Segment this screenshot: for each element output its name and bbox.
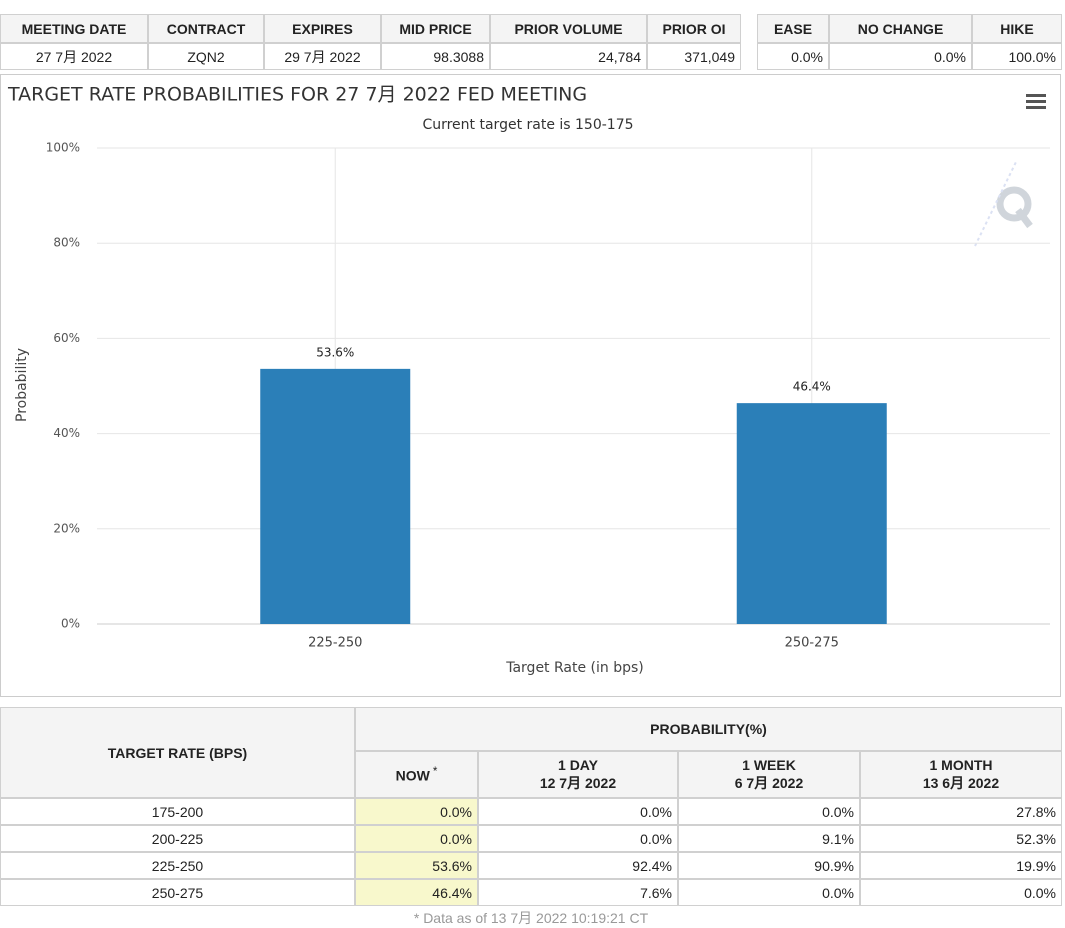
data-cell: 0.0%	[757, 43, 829, 70]
column-date: 13 6月 2022	[922, 774, 1000, 791]
prob-cell: 53.6%	[355, 852, 478, 879]
footnote-mark: *	[432, 765, 438, 779]
chart-subtitle: Current target rate is 150-175	[422, 117, 633, 133]
y-tick-label: 40%	[53, 426, 80, 440]
prob-cell: 92.4%	[478, 852, 678, 879]
column-label: NOW *	[396, 765, 438, 784]
rate-cell: 225-250	[0, 852, 355, 879]
x-tick-label: 250-275	[785, 636, 839, 651]
data-cell: 100.0%	[972, 43, 1062, 70]
menu-button[interactable]	[1026, 94, 1046, 109]
data-cell: ZQN2	[148, 43, 264, 70]
column-date: 6 7月 2022	[734, 774, 804, 791]
header-cell: MEETING DATE	[0, 14, 148, 43]
prob-cell: 0.0%	[860, 879, 1062, 906]
column-label: 1 DAY	[558, 757, 598, 773]
header-cell: 1 WEEK 6 7月 2022	[678, 751, 860, 798]
header-cell: PRIOR VOLUME	[490, 14, 647, 43]
header-cell: HIKE	[972, 14, 1062, 43]
header-cell: CONTRACT	[148, 14, 264, 43]
data-label: 53.6%	[316, 345, 354, 359]
data-cell: 371,049	[647, 43, 741, 70]
prob-cell: 0.0%	[678, 798, 860, 825]
data-cell: 0.0%	[829, 43, 972, 70]
chart: TARGET RATE PROBABILITIES FOR 27 7月 2022…	[0, 74, 1061, 697]
x-axis-label: Target Rate (in bps)	[505, 660, 644, 676]
label: NOW	[395, 767, 430, 784]
y-tick-label: 100%	[46, 141, 80, 155]
prob-cell: 46.4%	[355, 879, 478, 906]
header-cell: NOW *	[355, 751, 478, 798]
y-axis-label: Probability	[14, 348, 30, 422]
header-cell: NO CHANGE	[829, 14, 972, 43]
footnote: * Data as of 13 7月 2022 10:19:21 CT	[413, 910, 649, 926]
watermark-logo	[974, 161, 1033, 247]
chart-title: TARGET RATE PROBABILITIES FOR 27 7月 2022…	[7, 84, 587, 106]
data-cell: 24,784	[490, 43, 647, 70]
header-cell: EXPIRES	[264, 14, 381, 43]
prob-cell: 0.0%	[355, 798, 478, 825]
rate-cell: 250-275	[0, 879, 355, 906]
bar	[260, 368, 411, 624]
rate-cell: 200-225	[0, 825, 355, 852]
prob-cell: 90.9%	[678, 852, 860, 879]
header-cell: PROBABILITY(%)	[355, 707, 1062, 751]
prob-cell: 0.0%	[478, 798, 678, 825]
column-date: 12 7月 2022	[539, 774, 617, 791]
prob-cell: 19.9%	[860, 852, 1062, 879]
prob-cell: 27.8%	[860, 798, 1062, 825]
label: 1 MONTH	[929, 756, 993, 773]
column-label: 1 WEEK	[742, 757, 796, 773]
chart-border	[0, 74, 1061, 697]
header-cell: 1 MONTH 13 6月 2022	[860, 751, 1062, 798]
prob-cell: 0.0%	[478, 825, 678, 852]
x-tick-label: 225-250	[308, 636, 362, 651]
header-cell: TARGET RATE (BPS)	[0, 707, 355, 798]
prob-cell: 7.6%	[478, 879, 678, 906]
bar	[736, 403, 887, 624]
prob-cell: 0.0%	[355, 825, 478, 852]
label: 1 DAY	[558, 756, 598, 773]
y-tick-label: 60%	[53, 331, 80, 345]
data-cell: 29 7月 2022	[264, 43, 381, 70]
rate-cell: 175-200	[0, 798, 355, 825]
column-label: 1 MONTH	[930, 757, 993, 773]
prob-cell: 52.3%	[860, 825, 1062, 852]
header-cell: 1 DAY 12 7月 2022	[478, 751, 678, 798]
data-cell: 27 7月 2022	[0, 43, 148, 70]
header-cell: MID PRICE	[381, 14, 490, 43]
y-tick-label: 0%	[61, 617, 80, 631]
data-cell: 98.3088	[381, 43, 490, 70]
y-tick-label: 20%	[53, 521, 80, 535]
y-tick-label: 80%	[53, 236, 80, 250]
label: 1 WEEK	[742, 756, 796, 773]
header-cell: EASE	[757, 14, 829, 43]
data-label: 46.4%	[793, 380, 831, 394]
prob-cell: 9.1%	[678, 825, 860, 852]
prob-cell: 0.0%	[678, 879, 860, 906]
header-cell: PRIOR OI	[647, 14, 741, 43]
